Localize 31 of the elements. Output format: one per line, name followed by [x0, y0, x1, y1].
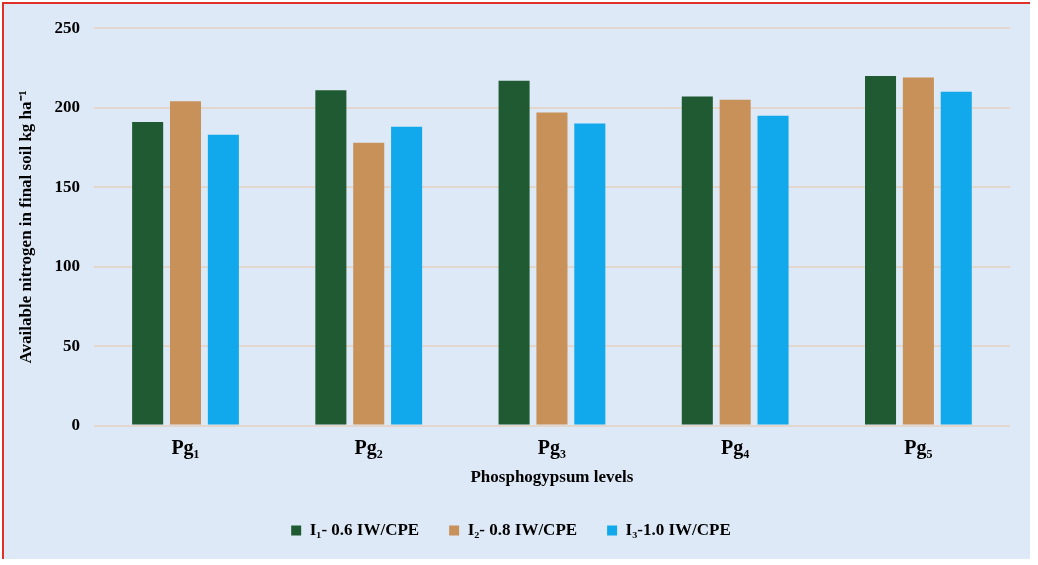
bar	[391, 126, 423, 425]
x-tick-label: Pg₂	[354, 435, 383, 459]
legend-label: I₃-1.0 IW/CPE	[625, 519, 731, 539]
bar	[902, 77, 934, 425]
x-tick-label: Pg₅	[904, 435, 933, 459]
y-tick-label: 100	[54, 256, 80, 276]
bar	[169, 101, 202, 425]
bar	[498, 80, 530, 425]
bar	[940, 91, 972, 425]
legend-label: I₁- 0.6 IW/CPE	[309, 519, 420, 539]
bar	[681, 96, 713, 425]
bar	[132, 121, 164, 425]
y-tick-label: 200	[54, 97, 80, 117]
y-axis-title: Available nitrogen in final soil kg ha⁻¹	[15, 90, 35, 364]
x-axis-title: Phosphogypsum levels	[470, 467, 634, 487]
bar	[353, 142, 385, 425]
x-tick-label: Pg₄	[721, 435, 750, 459]
legend-label: I₂- 0.8 IW/CPE	[467, 519, 578, 539]
bar	[865, 75, 897, 425]
y-tick-label: 0	[71, 414, 80, 434]
bar	[719, 99, 751, 425]
y-tick-label: 50	[62, 335, 80, 355]
y-tick-label: 150	[54, 176, 80, 196]
y-tick-label: 250	[54, 17, 80, 37]
bar	[757, 115, 789, 425]
bar	[315, 90, 347, 425]
x-tick-label: Pg₁	[171, 435, 200, 459]
bar	[574, 123, 606, 425]
bar	[207, 134, 239, 425]
bar	[536, 112, 568, 425]
x-tick-label: Pg₃	[537, 435, 567, 459]
